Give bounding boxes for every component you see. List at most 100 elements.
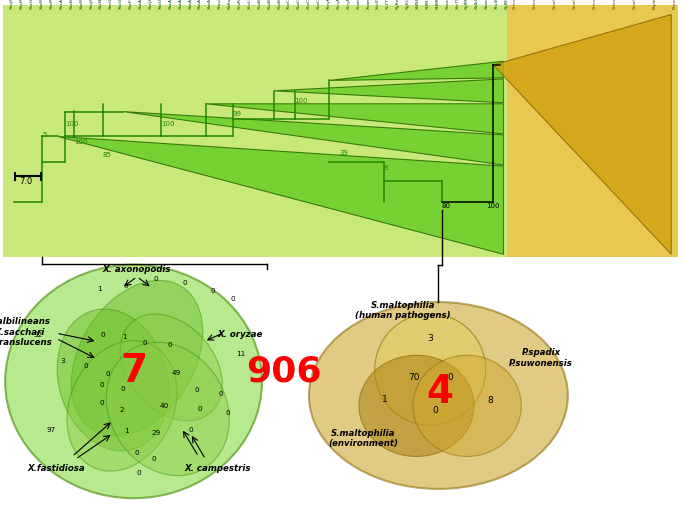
Text: XcamB004: XcamB004 [356,0,360,9]
Text: X. axonopodis: X. axonopodis [103,265,171,275]
Text: 1: 1 [125,428,129,434]
Text: 85: 85 [103,152,112,158]
Text: XcryMAFF311018: XcryMAFF311018 [337,0,340,9]
Text: 1: 1 [123,334,127,340]
Ellipse shape [121,314,222,421]
Text: XacGD2: XacGD2 [119,0,123,9]
Text: XacAW16: XacAW16 [169,0,173,9]
Text: 0: 0 [225,409,229,416]
Text: 7.0: 7.0 [19,177,32,186]
Text: 97: 97 [47,427,56,433]
Text: 2: 2 [120,407,124,413]
Text: X. oryzae: X. oryzae [217,330,262,339]
Text: XacJX8: XacJX8 [90,0,93,9]
Text: 0: 0 [231,296,235,302]
Text: StenoocidaZAC14D2: StenoocidaZAC14D2 [613,0,617,9]
Text: 0: 0 [154,276,158,282]
Text: 0: 0 [198,406,202,412]
Text: XacJX5: XacJX5 [149,0,153,9]
Text: 3: 3 [427,334,433,343]
Text: 0: 0 [432,405,438,415]
Text: XacJX4: XacJX4 [10,0,14,9]
Text: XyfGB514: XyfGB514 [406,0,410,9]
Text: StenomaltoisMMS2: StenomaltoisMMS2 [513,0,517,9]
Text: 70: 70 [408,373,419,383]
Text: PsuwJ1: PsuwJ1 [673,0,677,9]
Text: XtfMUL0034: XtfMUL0034 [436,0,440,9]
Text: XcoBB12: XcoBB12 [268,0,271,9]
Text: Xcr756C: Xcr756C [456,0,460,9]
Text: 29: 29 [151,430,161,436]
Polygon shape [123,112,503,165]
Ellipse shape [71,280,203,436]
Polygon shape [274,79,503,103]
Text: XacMN10: XacMN10 [79,0,84,9]
Text: 100: 100 [295,98,308,104]
Text: 4: 4 [426,373,453,411]
Text: XcvRS105: XcvRS105 [238,0,242,9]
Text: XcoBLS256: XcoBLS256 [258,0,262,9]
Text: X.fastidiosa: X.fastidiosa [27,463,85,473]
Text: S.maltophilia
(human pathogens): S.maltophilia (human pathogens) [355,301,451,320]
Bar [507,5,678,257]
Text: 0: 0 [123,283,127,290]
Text: 906: 906 [247,354,322,388]
Text: XacAW12879: XacAW12879 [179,0,182,9]
Text: XcamATCC33913: XcamATCC33913 [366,0,371,9]
Text: 0: 0 [195,387,199,393]
Text: 0: 0 [106,371,110,377]
Text: XacNT17: XacNT17 [99,0,103,9]
Text: Xfus4834: Xfus4834 [218,0,222,9]
Text: XacUD3: XacUD3 [159,0,163,9]
Text: XcoCFBP7331: XcoCFBP7331 [307,0,311,9]
Text: XacAW14: XacAW14 [198,0,202,9]
Text: 0: 0 [135,449,139,456]
Text: XcoCFBP7341: XcoCFBP7341 [297,0,301,9]
Text: 11: 11 [236,351,246,357]
Polygon shape [58,136,503,254]
Ellipse shape [5,265,262,498]
Ellipse shape [359,356,474,457]
Text: SmalD457: SmalD457 [573,0,577,9]
Text: PapaBDa59: PapaBDa59 [653,0,657,9]
Text: 40: 40 [160,403,169,409]
Text: XacUI7: XacUI7 [30,0,34,9]
Ellipse shape [58,309,169,451]
Text: 0: 0 [99,400,103,406]
Text: XsacchariR1: XsacchariR1 [485,0,489,9]
Polygon shape [206,104,503,134]
Text: 0: 0 [143,339,147,346]
Ellipse shape [413,356,521,457]
Text: 0: 0 [168,342,172,348]
Text: 39: 39 [339,149,348,156]
Text: 5: 5 [42,131,47,138]
Text: 100: 100 [486,202,500,209]
Text: XalbGPEPC73: XalbGPEPC73 [475,0,480,9]
Text: XcryPXO99A: XcryPXO99A [347,0,351,9]
Text: 0: 0 [121,386,125,392]
Text: XtfNUL0034: XtfNUL0034 [416,0,420,9]
Text: 100: 100 [161,121,175,127]
Text: 100: 100 [65,121,79,127]
Text: 80: 80 [442,202,451,209]
Text: 0: 0 [84,363,88,369]
Text: XyfM23: XyfM23 [465,0,469,9]
Ellipse shape [375,313,486,426]
Text: XacBL18: XacBL18 [70,0,74,9]
Text: X. campestris: X. campestris [184,463,251,473]
Text: SmalB045: SmalB045 [633,0,637,9]
Text: XcvL8: XcvL8 [248,0,251,9]
Text: 8: 8 [384,165,388,171]
Ellipse shape [67,340,177,471]
Text: XalfaF1: XalfaF1 [228,0,232,9]
Text: P.spadix
P.suwonensis: P.spadix P.suwonensis [509,348,573,368]
Text: Xtu4699: Xtu4699 [495,0,499,9]
Text: XcoCFBP7333: XcoCFBP7333 [317,0,321,9]
Text: XcoBXOR1: XcoBXOR1 [277,0,282,9]
Text: XacMN12: XacMN12 [21,0,24,9]
Text: XyfB5a5c: XyfB5a5c [505,0,509,9]
Polygon shape [493,15,671,254]
Text: XacAW15: XacAW15 [208,0,212,9]
Text: 1: 1 [97,286,101,292]
Ellipse shape [309,302,568,489]
